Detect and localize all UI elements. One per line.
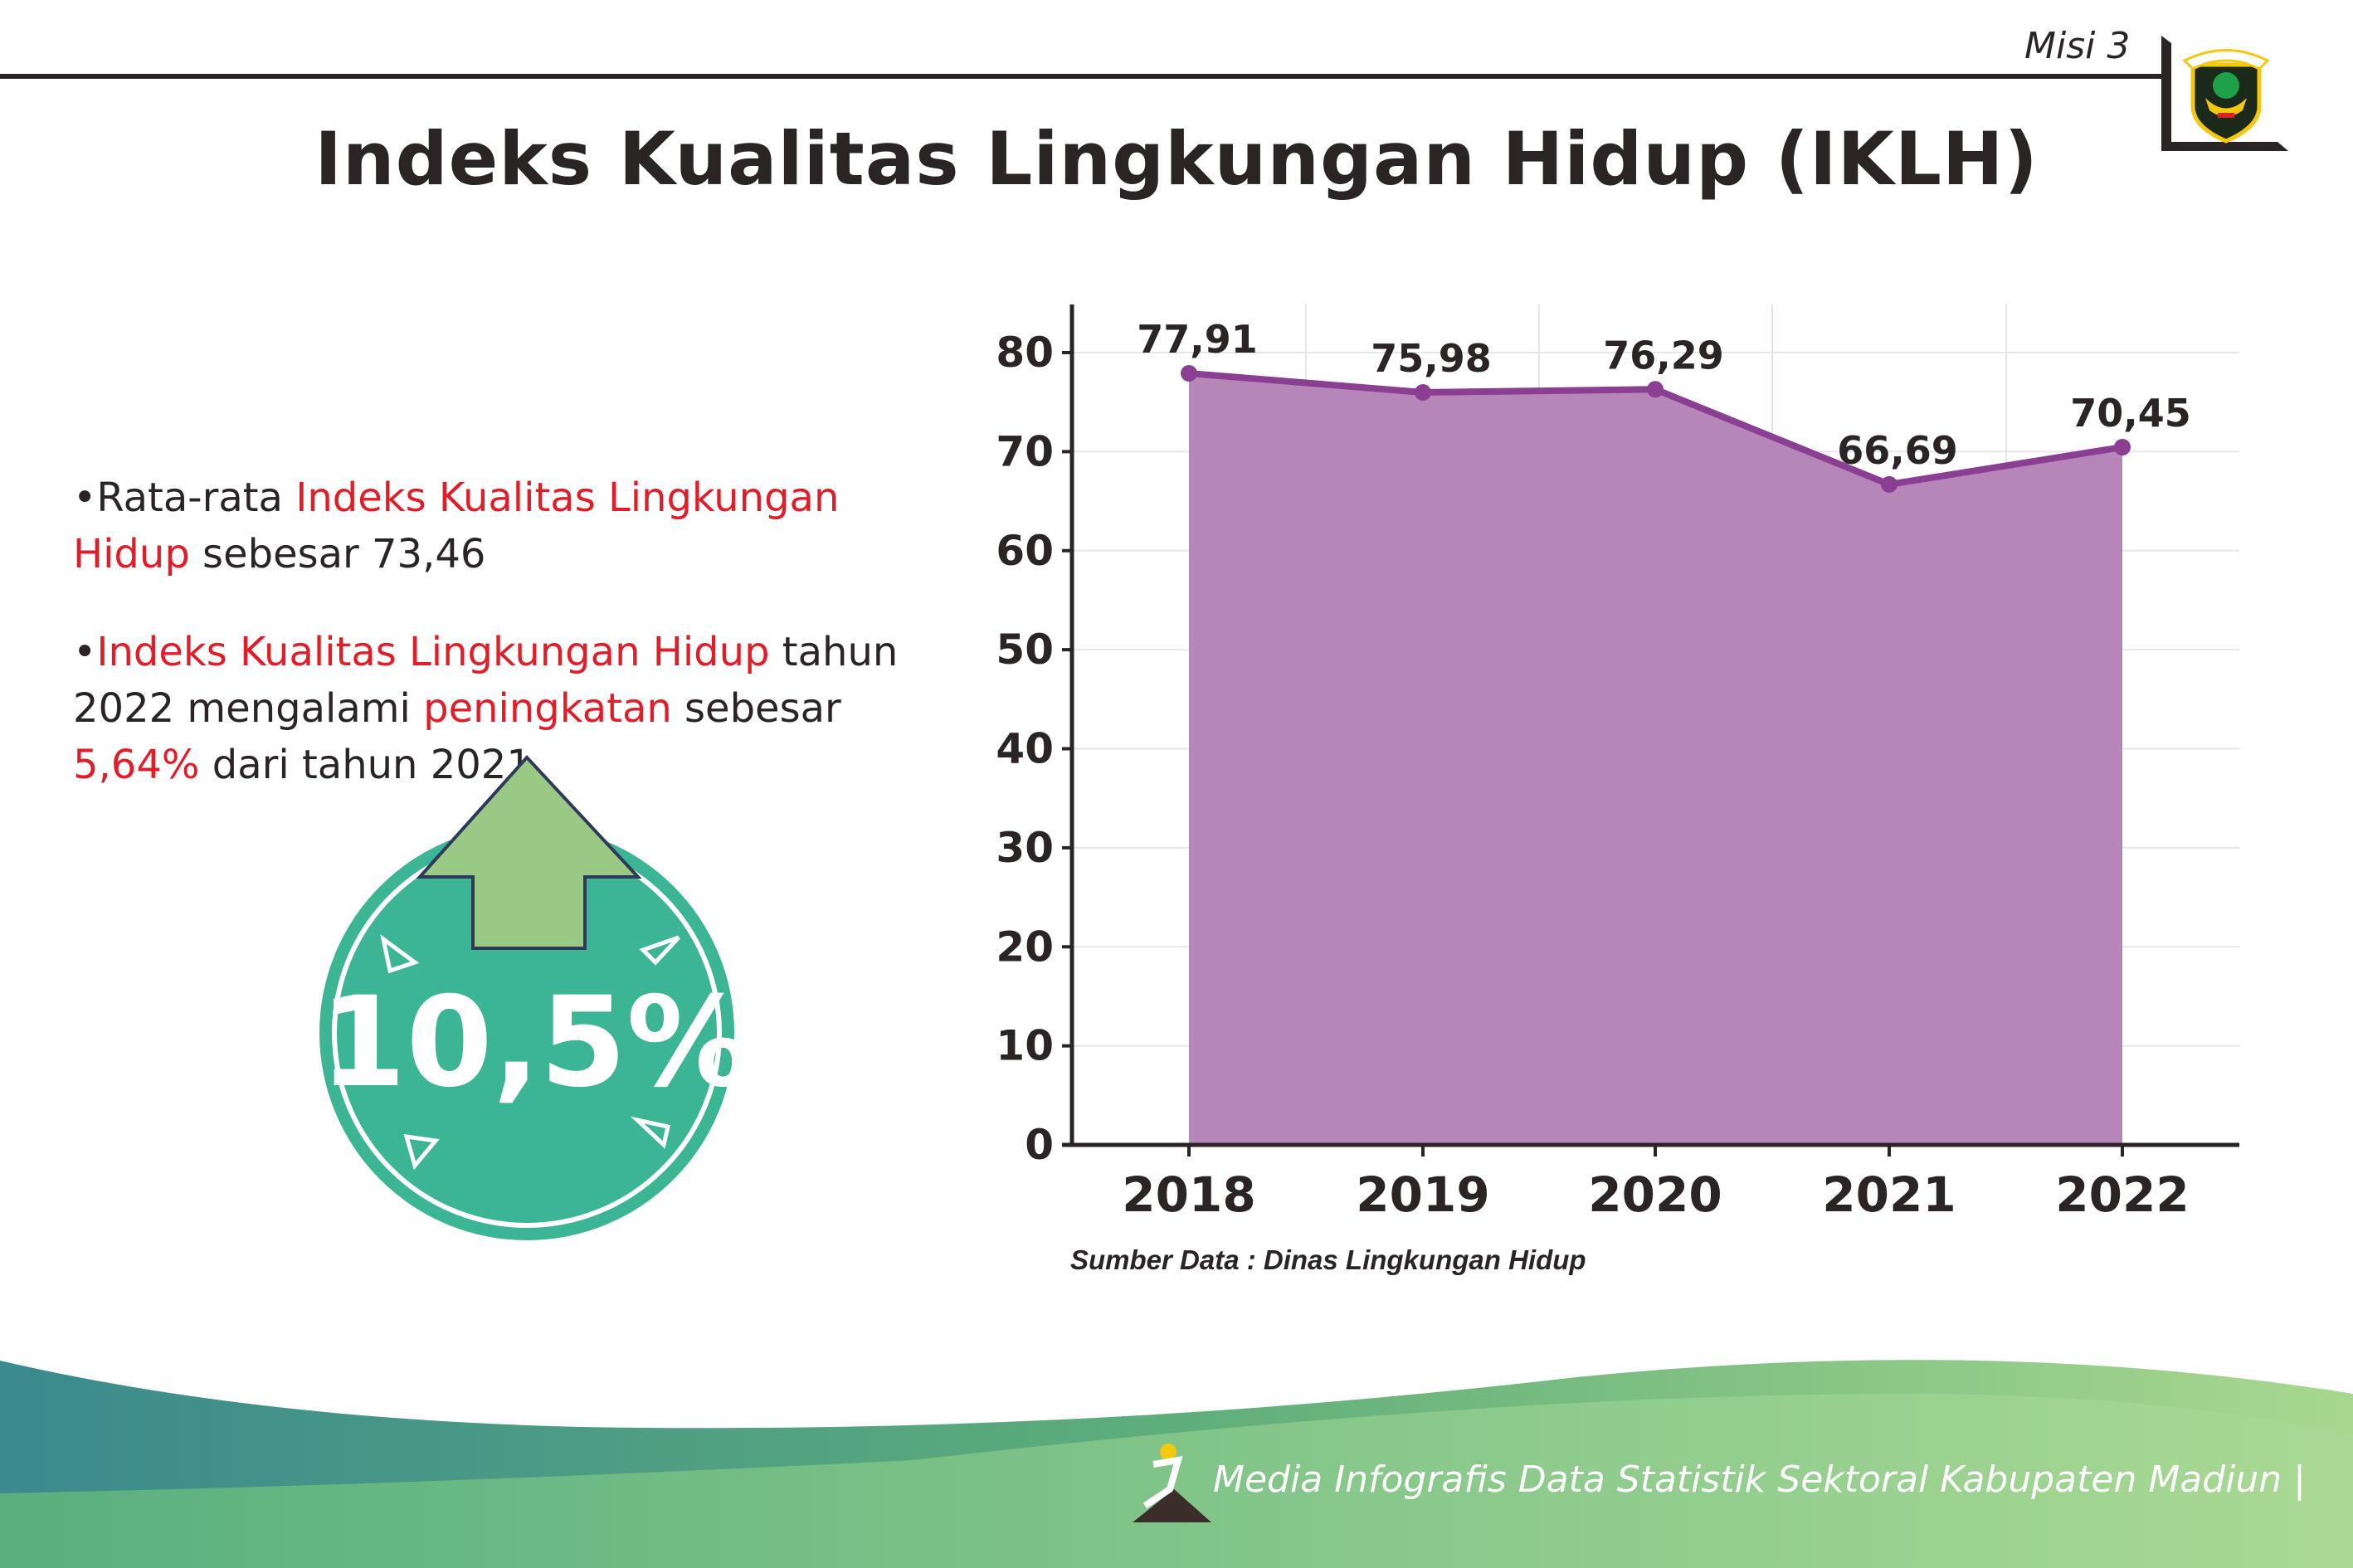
bullet-text: sebesar — [671, 685, 841, 732]
footer-wave — [0, 1360, 2353, 1568]
misi-label: Misi 3 — [2024, 25, 2131, 67]
y-tick-label: 60 — [996, 527, 1054, 575]
data-label: 70,45 — [2070, 391, 2191, 436]
y-tick-label: 80 — [996, 329, 1054, 377]
bullet-text: tahun 2022 mengalami — [73, 629, 899, 732]
bullet-average: •Rata-rata Indeks Kualitas Lingkungan Hi… — [73, 470, 944, 582]
area-fill — [1189, 373, 2122, 1146]
data-point — [1415, 383, 1431, 401]
bullet-text: •Rata-rata — [73, 475, 296, 521]
bullet-text: • — [73, 629, 97, 675]
y-tick-label: 50 — [996, 626, 1054, 674]
footer-text: Media Infografis Data Statistik Sektoral… — [1213, 1458, 2306, 1501]
data-point — [1181, 364, 1197, 382]
iklh-area-chart: 0 10 20 30 40 50 60 70 80 77,91 2018 75,98 2019 76,29… — [996, 304, 2239, 1223]
bullet-increase: •Indeks Kualitas Lingkungan Hidup tahun … — [73, 624, 944, 793]
arrow-up-icon — [416, 755, 642, 950]
y-tick-label: 30 — [996, 824, 1054, 872]
y-tick-label: 20 — [996, 923, 1054, 971]
y-tick-label: 70 — [996, 427, 1054, 475]
data-label: 76,29 — [1603, 333, 1724, 377]
bullet-highlight: peningkatan — [423, 685, 672, 732]
runner-logo-icon — [1133, 1444, 1211, 1522]
sparkle-icons — [380, 934, 680, 1171]
data-point — [1647, 381, 1664, 398]
data-point — [2114, 439, 2131, 456]
y-tick-label: 40 — [996, 725, 1054, 773]
data-label: 77,91 — [1137, 317, 1258, 362]
data-point — [1881, 475, 1898, 493]
y-tick-label: 0 — [1025, 1121, 1054, 1169]
kabupaten-madiun-logo — [2182, 49, 2270, 144]
bullet-text: dari tahun 2021 — [199, 742, 532, 788]
y-tick-label: 10 — [996, 1022, 1054, 1070]
growth-value: 10,5% — [319, 971, 752, 1115]
bullet-highlight: 5,64% — [73, 742, 200, 788]
x-tick-label: 2021 — [1822, 1166, 1956, 1223]
bullet-highlight: Indeks Kualitas Lingkungan Hidup — [96, 629, 770, 675]
data-label: 75,98 — [1371, 336, 1492, 381]
header-frame — [0, 36, 2288, 151]
x-tick-label: 2022 — [2055, 1166, 2189, 1223]
x-tick-label: 2018 — [1122, 1166, 1255, 1223]
data-label: 66,69 — [1837, 428, 1958, 473]
bullet-highlight: Indeks Kualitas Lingkungan Hidup — [73, 475, 840, 577]
x-tick-label: 2019 — [1356, 1166, 1489, 1223]
x-tick-label: 2020 — [1588, 1166, 1722, 1223]
bullet-text: sebesar 73,46 — [189, 531, 486, 577]
growth-badge — [319, 755, 734, 1240]
page-title: Indeks Kualitas Lingkungan Hidup (IKLH) — [314, 116, 2039, 202]
data-source: Sumber Data : Dinas Lingkungan Hidup — [1070, 1244, 1586, 1275]
